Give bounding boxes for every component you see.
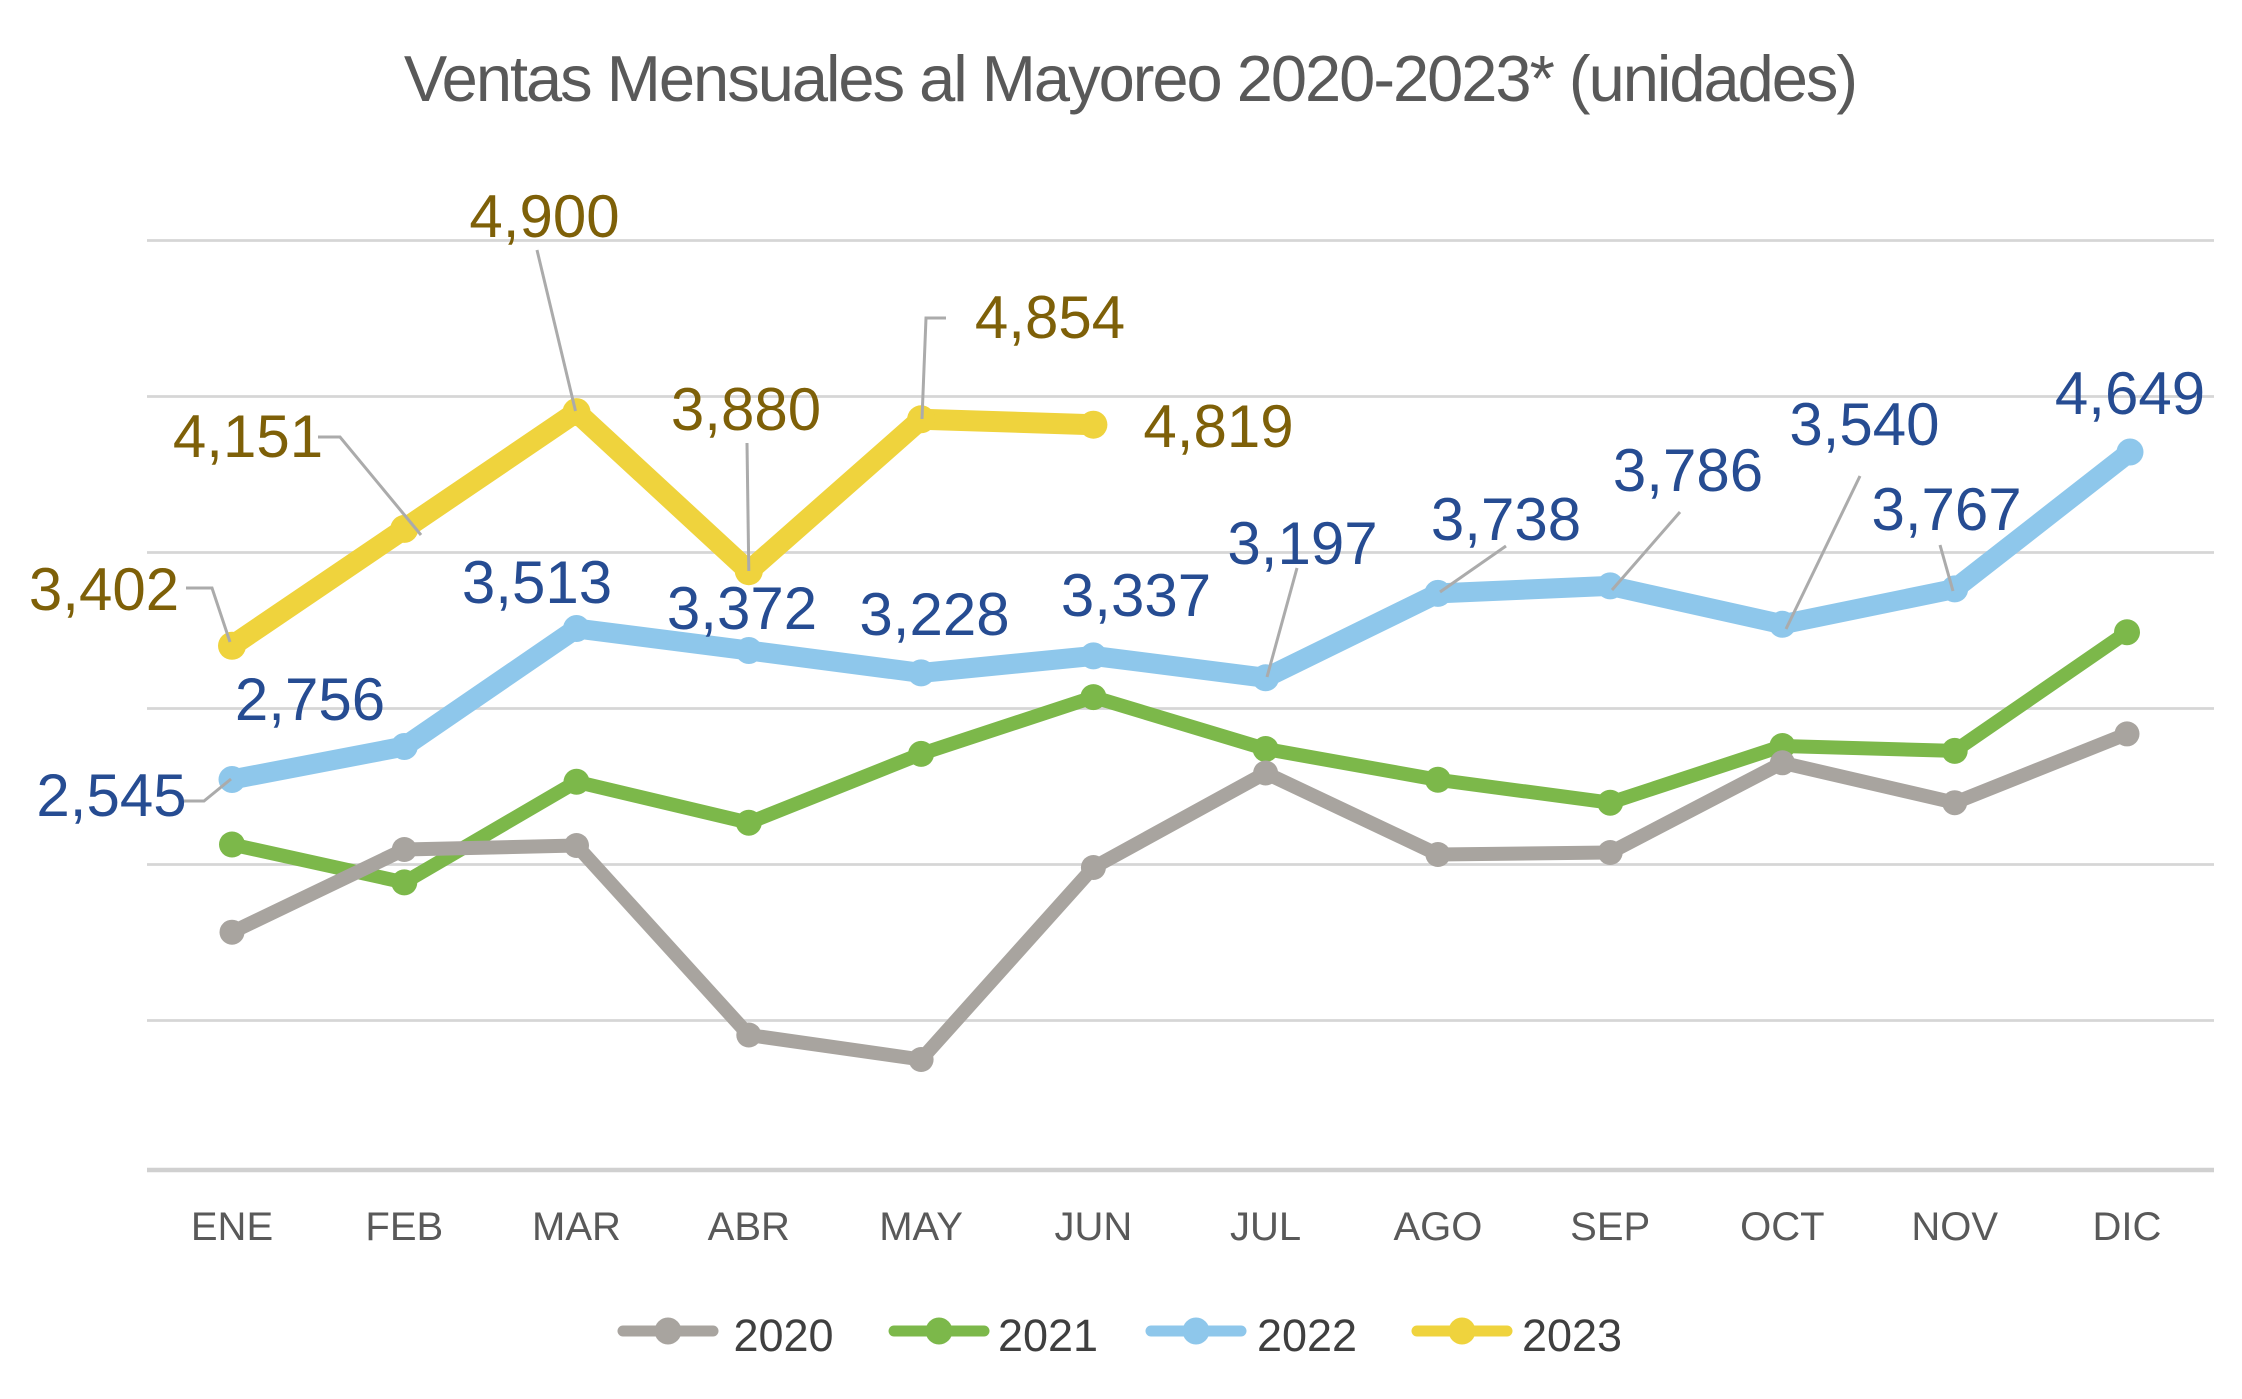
svg-text:4,151: 4,151	[173, 403, 323, 470]
svg-text:4,819: 4,819	[1143, 393, 1293, 460]
svg-text:2020: 2020	[733, 1310, 833, 1361]
svg-text:3,540: 3,540	[1789, 391, 1939, 458]
svg-text:3,228: 3,228	[859, 581, 1009, 648]
svg-text:AGO: AGO	[1393, 1205, 1482, 1249]
svg-text:DIC: DIC	[2093, 1205, 2162, 1249]
svg-text:ABR: ABR	[708, 1205, 790, 1249]
svg-text:2,756: 2,756	[235, 666, 385, 733]
svg-text:2,545: 2,545	[36, 762, 186, 829]
svg-text:3,197: 3,197	[1227, 510, 1377, 577]
svg-text:3,767: 3,767	[1872, 476, 2022, 543]
svg-text:ENE: ENE	[191, 1205, 273, 1249]
svg-text:SEP: SEP	[1570, 1205, 1650, 1249]
svg-text:OCT: OCT	[1740, 1205, 1824, 1249]
svg-text:MAR: MAR	[532, 1205, 621, 1249]
svg-text:3,372: 3,372	[667, 575, 817, 642]
svg-text:JUN: JUN	[1055, 1205, 1133, 1249]
svg-text:2022: 2022	[1257, 1310, 1357, 1361]
svg-text:3,402: 3,402	[29, 556, 179, 623]
svg-text:JUL: JUL	[1230, 1205, 1301, 1249]
svg-text:3,738: 3,738	[1431, 486, 1581, 553]
svg-text:4,900: 4,900	[469, 183, 619, 250]
svg-text:2023: 2023	[1522, 1310, 1622, 1361]
svg-text:NOV: NOV	[1911, 1205, 1998, 1249]
svg-text:4,649: 4,649	[2055, 360, 2205, 427]
svg-text:Ventas Mensuales al Mayoreo 20: Ventas Mensuales al Mayoreo 2020-2023* (…	[404, 42, 1856, 115]
svg-text:FEB: FEB	[365, 1205, 443, 1249]
svg-text:2021: 2021	[998, 1310, 1098, 1361]
svg-text:3,880: 3,880	[671, 376, 821, 443]
svg-text:3,337: 3,337	[1061, 562, 1211, 629]
svg-text:3,786: 3,786	[1613, 437, 1763, 504]
svg-text:4,854: 4,854	[975, 284, 1125, 351]
svg-text:MAY: MAY	[879, 1205, 963, 1249]
svg-text:3,513: 3,513	[462, 549, 612, 616]
